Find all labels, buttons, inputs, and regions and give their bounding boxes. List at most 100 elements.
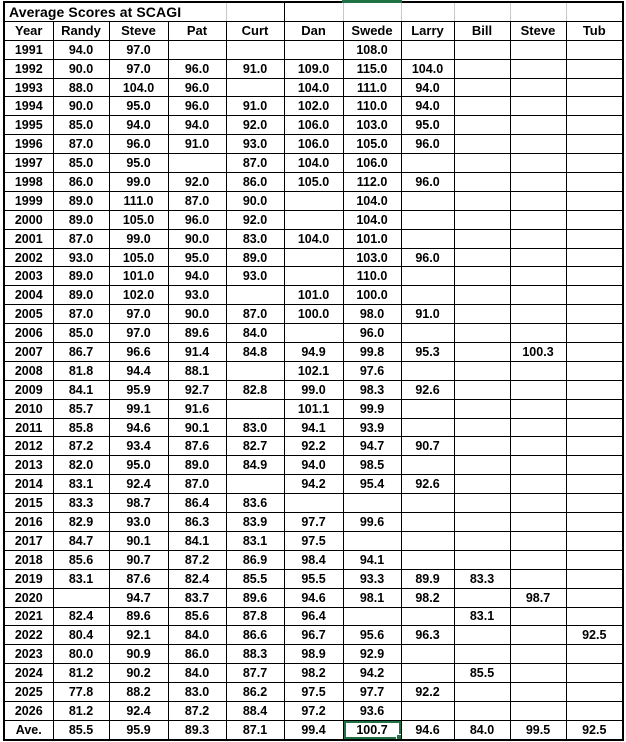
table-cell[interactable]	[283, 209, 344, 230]
table-cell[interactable]: 92.2	[400, 682, 455, 702]
table-cell[interactable]: 85.5	[225, 568, 285, 589]
table-cell[interactable]: 101.0	[108, 266, 169, 287]
table-cell[interactable]: 95.5	[283, 568, 344, 589]
table-cell[interactable]: 91.0	[225, 96, 285, 117]
table-cell[interactable]	[565, 644, 624, 665]
table-cell[interactable]	[400, 285, 455, 306]
table-cell[interactable]	[565, 323, 624, 344]
table-cell[interactable]	[509, 493, 567, 514]
table-cell[interactable]: 85.5	[453, 663, 511, 684]
table-cell[interactable]: 109.0	[283, 58, 344, 79]
table-cell[interactable]: 101.1	[283, 398, 344, 419]
row-label[interactable]: 1994	[3, 96, 54, 117]
table-cell[interactable]: 95.3	[400, 342, 455, 362]
table-cell[interactable]: 85.0	[52, 153, 110, 174]
table-cell[interactable]: 89.9	[400, 568, 455, 589]
table-cell[interactable]: 96.0	[167, 209, 227, 230]
table-cell[interactable]: 95.0	[108, 96, 169, 117]
table-cell[interactable]: 98.2	[400, 587, 455, 608]
table-cell[interactable]	[565, 304, 624, 325]
row-label[interactable]: 2013	[3, 455, 54, 476]
table-cell[interactable]	[453, 512, 511, 532]
table-cell[interactable]: 96.3	[400, 625, 455, 646]
table-cell[interactable]: 110.0	[342, 96, 402, 117]
table-cell[interactable]: 92.1	[108, 625, 169, 646]
table-cell[interactable]: 92.4	[108, 474, 169, 495]
table-cell[interactable]: 104.0	[342, 209, 402, 230]
table-cell[interactable]: 105.0	[108, 209, 169, 230]
table-cell[interactable]: 98.5	[342, 455, 402, 476]
table-cell[interactable]: 88.0	[52, 77, 110, 98]
table-cell[interactable]: 89.6	[167, 323, 227, 344]
table-cell[interactable]: 111.0	[342, 77, 402, 98]
table-cell[interactable]: 90.1	[108, 530, 169, 551]
row-label[interactable]: 2001	[3, 228, 54, 249]
table-cell[interactable]	[453, 417, 511, 438]
table-cell[interactable]: 100.3	[509, 342, 567, 362]
row-label[interactable]: 1997	[3, 153, 54, 174]
column-header-dan[interactable]: Dan	[283, 20, 344, 41]
row-label[interactable]: 2006	[3, 323, 54, 344]
table-cell[interactable]	[565, 285, 624, 306]
table-cell[interactable]	[453, 58, 511, 79]
table-cell[interactable]: 94.0	[167, 115, 227, 136]
table-cell[interactable]: 83.3	[453, 568, 511, 589]
table-cell[interactable]	[400, 512, 455, 532]
table-cell[interactable]: 94.0	[400, 96, 455, 117]
table-cell[interactable]	[453, 228, 511, 249]
table-cell[interactable]	[167, 39, 227, 60]
table-cell[interactable]: 84.8	[225, 342, 285, 362]
table-cell[interactable]: 90.7	[400, 436, 455, 457]
table-cell[interactable]: 104.0	[283, 77, 344, 98]
table-cell[interactable]: 94.1	[342, 549, 402, 570]
column-header-larry[interactable]: Larry	[400, 20, 455, 41]
table-cell[interactable]: 86.9	[225, 549, 285, 570]
table-cell[interactable]: 95.0	[400, 115, 455, 136]
table-cell[interactable]: 83.1	[52, 474, 110, 495]
table-cell[interactable]: 87.8	[225, 606, 285, 627]
table-cell[interactable]: 90.9	[108, 644, 169, 665]
table-cell[interactable]	[565, 493, 624, 514]
row-label[interactable]: 2009	[3, 379, 54, 400]
table-cell[interactable]: 96.0	[108, 134, 169, 155]
table-cell[interactable]	[509, 58, 567, 79]
table-cell[interactable]: 102.0	[108, 285, 169, 306]
table-cell[interactable]: 97.7	[283, 512, 344, 532]
table-cell[interactable]: 103.0	[342, 247, 402, 268]
table-cell[interactable]	[509, 530, 567, 551]
column-header-pat[interactable]: Pat	[167, 20, 227, 41]
table-cell[interactable]: 85.6	[167, 606, 227, 627]
table-cell[interactable]	[167, 153, 227, 174]
table-cell[interactable]	[453, 304, 511, 325]
table-cell[interactable]	[565, 682, 624, 702]
table-cell[interactable]	[509, 417, 567, 438]
table-cell[interactable]: 85.0	[52, 115, 110, 136]
row-label[interactable]: 1992	[3, 58, 54, 79]
table-cell[interactable]	[509, 115, 567, 136]
table-cell[interactable]	[509, 663, 567, 684]
row-label[interactable]: 1999	[3, 190, 54, 211]
table-cell[interactable]	[565, 379, 624, 400]
table-cell[interactable]: 103.0	[342, 115, 402, 136]
table-cell[interactable]: 86.3	[167, 512, 227, 532]
row-label[interactable]: 2012	[3, 436, 54, 457]
table-cell[interactable]: 98.2	[283, 663, 344, 684]
column-header-steve[interactable]: Steve	[509, 20, 567, 41]
table-cell[interactable]	[565, 700, 624, 721]
table-cell[interactable]: 82.8	[225, 379, 285, 400]
table-cell[interactable]	[453, 474, 511, 495]
table-cell[interactable]: 83.0	[225, 417, 285, 438]
table-cell[interactable]: 92.5	[565, 625, 624, 646]
table-cell[interactable]: 90.1	[167, 417, 227, 438]
table-cell[interactable]	[225, 285, 285, 306]
table-cell[interactable]	[453, 530, 511, 551]
table-cell[interactable]: 82.4	[167, 568, 227, 589]
table-cell[interactable]: 87.2	[167, 700, 227, 721]
row-label[interactable]: 2007	[3, 342, 54, 362]
table-cell[interactable]	[565, 530, 624, 551]
table-cell[interactable]: 89.6	[108, 606, 169, 627]
row-label[interactable]: 1993	[3, 77, 54, 98]
table-cell[interactable]: 112.0	[342, 172, 402, 192]
table-cell[interactable]	[283, 190, 344, 211]
table-cell[interactable]: 86.0	[52, 172, 110, 192]
